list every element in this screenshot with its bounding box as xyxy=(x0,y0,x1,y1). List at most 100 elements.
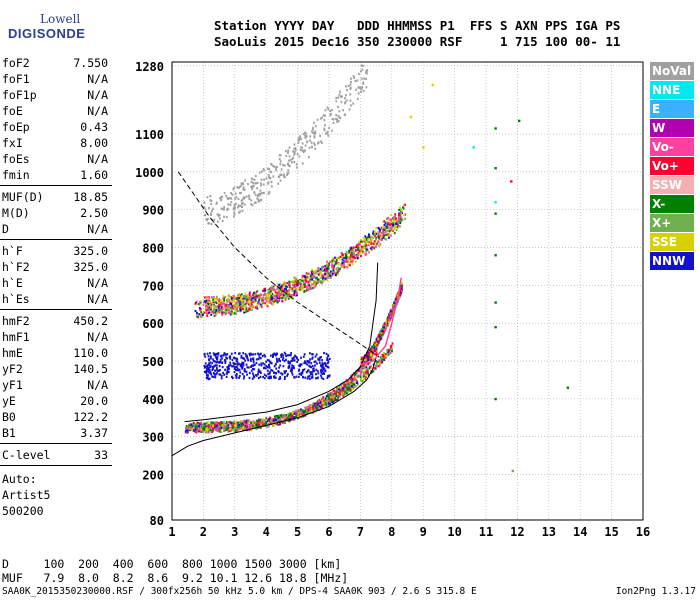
echo-point xyxy=(354,79,357,83)
echo-point xyxy=(294,276,297,279)
echo-point xyxy=(353,376,356,379)
echo-point xyxy=(295,278,297,281)
echo-point xyxy=(314,355,317,358)
echo-point xyxy=(356,380,359,383)
echo-point xyxy=(259,199,262,202)
echo-point xyxy=(209,199,212,202)
echo-point xyxy=(283,176,286,179)
echo-point xyxy=(292,365,295,368)
echo-point xyxy=(322,377,325,381)
echo-point xyxy=(244,296,247,299)
echo-point xyxy=(327,360,330,363)
echo-point xyxy=(229,355,232,358)
echo-point xyxy=(300,373,303,376)
echo-point-isolated xyxy=(494,201,497,204)
echo-point xyxy=(367,249,369,252)
echo-point xyxy=(273,165,276,168)
y-tick-label: 900 xyxy=(142,204,164,218)
echo-point xyxy=(226,208,229,211)
echo-point xyxy=(209,365,212,369)
echo-point xyxy=(210,306,213,309)
echo-point xyxy=(364,374,367,377)
echo-point xyxy=(254,421,257,425)
echo-point xyxy=(213,354,216,357)
echo-point xyxy=(323,351,325,355)
echo-point xyxy=(211,368,214,371)
echo-point xyxy=(285,288,288,291)
echo-point xyxy=(328,375,330,378)
echo-point xyxy=(329,270,332,273)
echo-point xyxy=(387,353,390,356)
echo-point xyxy=(323,129,326,132)
echo-point xyxy=(304,409,307,412)
echo-point xyxy=(221,307,224,311)
echo-point xyxy=(212,352,215,355)
echo-point xyxy=(189,425,192,428)
auto-line: Auto: xyxy=(2,472,37,486)
echo-point xyxy=(218,298,221,301)
echo-point xyxy=(241,372,244,376)
echo-point xyxy=(251,204,254,207)
echo-point xyxy=(321,277,324,280)
echo-point xyxy=(365,236,368,239)
echo-point xyxy=(373,240,376,243)
echo-point xyxy=(287,171,290,174)
echo-point xyxy=(324,402,327,405)
echo-point xyxy=(254,182,257,185)
echo-point xyxy=(276,418,279,421)
echo-point xyxy=(367,236,370,239)
echo-point xyxy=(199,425,202,428)
echo-point xyxy=(288,291,291,294)
echo-point xyxy=(384,328,387,331)
echo-point xyxy=(235,297,238,300)
echo-point xyxy=(339,392,341,395)
echo-point xyxy=(341,390,344,393)
echo-point xyxy=(383,237,386,240)
echo-point xyxy=(381,226,384,229)
echo-point xyxy=(292,293,295,296)
echo-point xyxy=(317,281,319,284)
echo-point xyxy=(386,321,389,324)
echo-point xyxy=(271,287,274,290)
echo-point xyxy=(324,109,327,112)
echo-point xyxy=(322,396,325,399)
echo-point xyxy=(316,362,318,365)
echo-point xyxy=(231,421,234,424)
echo-point xyxy=(305,276,308,279)
echo-point xyxy=(300,363,303,366)
echo-point xyxy=(240,307,243,310)
echo-point xyxy=(215,422,218,425)
echo-point xyxy=(250,302,253,306)
echo-point xyxy=(257,294,260,297)
echo-point xyxy=(234,206,236,209)
echo-point xyxy=(249,308,252,311)
echo-point xyxy=(279,376,282,379)
echo-point xyxy=(220,374,223,378)
echo-point xyxy=(208,206,210,210)
echo-point xyxy=(353,251,355,254)
echo-point xyxy=(274,284,277,287)
echo-point xyxy=(340,390,342,393)
echo-point xyxy=(212,358,214,361)
logo-digisonde: DIGISONDE xyxy=(8,26,86,41)
echo-point xyxy=(244,420,247,424)
echo-point xyxy=(219,427,222,430)
echo-point xyxy=(349,384,352,387)
echo-point xyxy=(235,309,237,313)
echo-point xyxy=(242,377,245,380)
echo-point xyxy=(280,293,283,297)
echo-point xyxy=(236,294,239,297)
echo-point xyxy=(221,219,224,223)
echo-point xyxy=(229,310,231,313)
echo-point xyxy=(220,361,223,364)
echo-point xyxy=(295,412,298,415)
echo-point xyxy=(296,284,298,287)
echo-point xyxy=(206,428,209,431)
echo-point xyxy=(337,263,340,266)
echo-point xyxy=(375,352,378,355)
echo-point xyxy=(303,285,306,289)
echo-point xyxy=(222,424,225,427)
echo-point xyxy=(390,213,393,217)
echo-point xyxy=(356,97,359,100)
echo-point xyxy=(223,373,226,376)
